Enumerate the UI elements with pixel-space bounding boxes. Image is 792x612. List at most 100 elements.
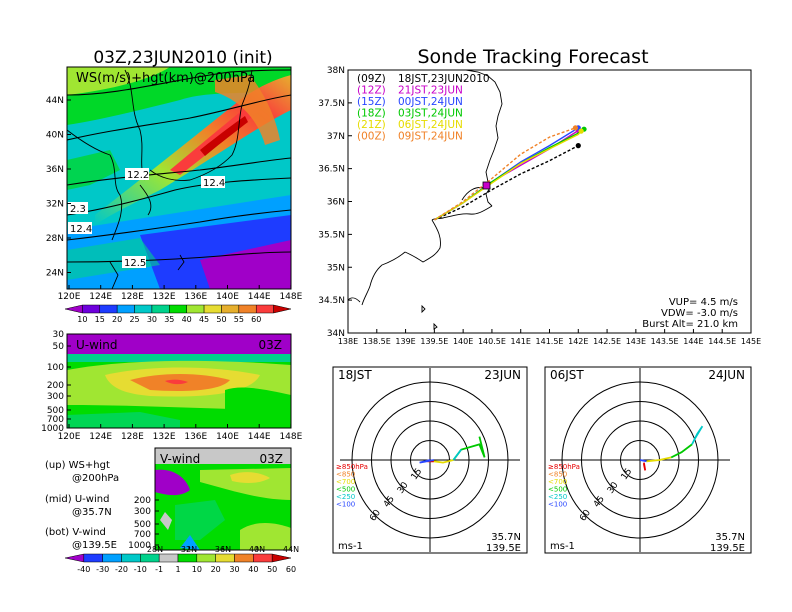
hodo1-date: 23JUN — [484, 368, 521, 382]
hodo-trace-4 — [639, 459, 647, 463]
colorbar-tick-label: 45 — [199, 315, 209, 324]
run-time: 06JST,24JUN — [398, 119, 463, 131]
colorbar-swatch — [273, 304, 292, 314]
lat-tick-label: 44N — [283, 545, 299, 554]
run-time: 03JST,24JUN — [398, 108, 463, 120]
colorbar-tick-label: 40 — [248, 565, 258, 574]
run-legend: (09Z) 18JST,23JUN2010 (12Z) 21JST,23JUN (15Z… — [357, 73, 490, 143]
lon-tick-label: 148E — [279, 292, 302, 302]
colorbar-tick-label: -10 — [134, 565, 147, 574]
run-code: (00Z) — [357, 131, 386, 143]
colorbar-tick-label: 25 — [129, 315, 139, 324]
legend-line: @35.7N — [72, 507, 112, 518]
hodo-legend-entry: <700 — [548, 478, 567, 486]
lon-tick-label: 140E — [453, 337, 473, 346]
hodo-trace-3 — [691, 425, 704, 445]
colorbar-swatch — [134, 304, 153, 314]
contour-label: 12.4 — [70, 224, 92, 235]
colorbar-swatch — [221, 304, 240, 314]
lon-tick-label: 144E — [248, 292, 271, 302]
lon-tick-label: 142.5E — [593, 337, 621, 346]
lat-tick-label: 28N — [46, 234, 64, 244]
uwind-lon-ticks: 120E 124E 128E 132E 136E 140E 144E 148E — [58, 424, 303, 442]
hodo1-unit: ms-1 — [338, 541, 363, 552]
lon-tick-label: 144E — [248, 432, 271, 442]
lat-tick-label: 34N — [327, 329, 345, 339]
lat-tick-label: 36N — [46, 165, 64, 175]
lon-tick-label: 128E — [121, 432, 144, 442]
run-time: 00JST,24JUN — [398, 96, 463, 108]
lat-tick-label: 40N — [249, 545, 265, 554]
colorbar-tick-label: -30 — [96, 565, 109, 574]
hodo-legend-entry: <250 — [548, 493, 567, 501]
colorbar-swatch — [64, 553, 85, 563]
lon-tick-label: 141E — [511, 337, 531, 346]
track-lat-ticks: 38N 37.5N 37N 36.5N 36N 35.5N 35N 34.5N 34N — [318, 66, 352, 339]
colorbar-tick-label: 15 — [95, 315, 105, 324]
colorbar-swatch — [253, 553, 273, 563]
colorbar-tick-label: 55 — [234, 315, 244, 324]
colorbar-tick-label: 50 — [267, 565, 277, 574]
lat-tick-label: 37.5N — [318, 99, 345, 109]
run-code: (12Z) — [357, 85, 386, 97]
legend-line: @200hPa — [72, 473, 119, 484]
track-map: (09Z) 18JST,23JUN2010 (12Z) 21JST,23JUN (15Z… — [318, 66, 761, 346]
hodo-legend-entry: ≥850hPa — [336, 463, 368, 471]
hodo2-time: 06JST — [550, 368, 584, 382]
run-code: (21Z) — [357, 119, 386, 131]
hodo-trace-4 — [419, 459, 435, 464]
hodo-legend-entry: <850 — [336, 471, 355, 479]
pressure-tick-label: 200 — [47, 381, 64, 391]
colorbar-tick-label: -20 — [115, 565, 128, 574]
pressure-tick-label: 500 — [134, 520, 151, 530]
lon-tick-label: 138E — [338, 337, 358, 346]
lon-tick-label: 141.5E — [536, 337, 564, 346]
colorbar-swatch — [196, 553, 216, 563]
colorbar-swatch — [121, 553, 141, 563]
track-lon-ticks: 138E 138.5E 139E 139.5E 140E 140.5E 141E 141.5E… — [338, 329, 761, 346]
pressure-tick-label: 100 — [47, 363, 64, 373]
lon-tick-label: 144E — [683, 337, 703, 346]
colorbar-swatch — [255, 304, 274, 314]
hodo-trace-1 — [433, 459, 454, 464]
ws-colorbar: 10 15 20 25 30 35 40 45 50 55 60 — [64, 304, 292, 324]
ws-map-label: WS(m/s)+hgt(km)@200hPa — [76, 71, 255, 86]
colorbar-swatch — [102, 553, 122, 563]
lat-tick-label: 40N — [46, 131, 64, 141]
colorbar-swatch — [186, 304, 205, 314]
lat-tick-label: 36.5N — [318, 165, 345, 175]
landing-point-0 — [575, 143, 581, 149]
lon-tick-label: 143.5E — [651, 337, 679, 346]
run-code: (09Z) — [357, 73, 386, 85]
lat-tick-label: 32N — [181, 545, 197, 554]
colorbar-tick-label: 40 — [182, 315, 192, 324]
colorbar-swatch — [234, 553, 254, 563]
hodo-trace-0 — [643, 462, 647, 471]
lat-tick-label: 35.5N — [318, 230, 345, 240]
hodo-legend-entry: <100 — [336, 501, 355, 509]
colorbar-swatch — [169, 304, 187, 314]
right-title: Sonde Tracking Forecast — [417, 46, 648, 68]
ws-contour-labels: 12.2 12.4 2.3 12.4 12.5 — [68, 168, 225, 269]
pressure-tick-label: 700 — [134, 530, 151, 540]
lon-tick-label: 124E — [89, 432, 112, 442]
hodo-trace-1 — [646, 456, 672, 463]
legend-line: (mid) U-wind — [45, 494, 109, 505]
landing-point-5 — [572, 125, 579, 131]
colorbar-swatch — [99, 304, 118, 314]
hodo2-pressure-legend: ≥850hPa<850<700<500<250<100 — [548, 463, 580, 509]
track-line-5 — [434, 127, 576, 221]
lon-tick-label: 138.5E — [363, 337, 391, 346]
left-title: 03Z,23JUN2010 (init) — [93, 48, 272, 68]
ws-map: WS(m/s)+hgt(km)@200hPa 12.2 12.4 2.3 12.… — [46, 66, 303, 302]
colorbar-tick-label: 10 — [192, 565, 202, 574]
uwind-label: U-wind — [76, 338, 117, 352]
lon-tick-label: 124E — [89, 292, 112, 302]
lon-tick-label: 148E — [279, 432, 302, 442]
run-time: 18JST,23JUN2010 — [398, 73, 490, 85]
colorbar-swatch — [82, 304, 101, 314]
